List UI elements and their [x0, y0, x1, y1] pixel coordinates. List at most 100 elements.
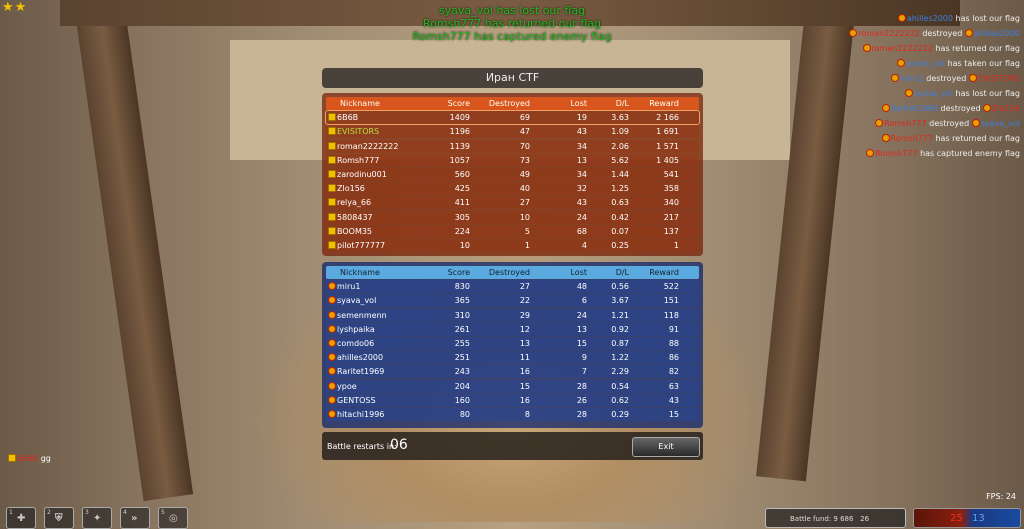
rank-icon — [862, 44, 871, 52]
rank-icon — [328, 395, 336, 404]
column-header[interactable]: D/L — [615, 99, 629, 108]
nickname-cell: zarodinu001 — [326, 168, 426, 181]
dl-ratio-cell: 1.44 — [611, 169, 629, 179]
slot-key: 3 — [85, 509, 89, 516]
nickname-cell: ahilles2000 — [326, 351, 426, 364]
column-header[interactable]: Nickname — [340, 268, 380, 277]
column-header[interactable]: D/L — [615, 268, 629, 277]
score-cell: 261 — [454, 324, 470, 334]
first-aid-icon: ✚ — [17, 513, 26, 524]
column-header[interactable]: Reward — [649, 99, 679, 108]
lost-cell: 34 — [576, 169, 587, 179]
nickname-cell: 5808437 — [326, 211, 426, 224]
nickname: relya_66 — [337, 198, 372, 208]
lost-cell: 15 — [576, 338, 587, 348]
event-text: destroyed — [926, 74, 967, 83]
table-row: lyshpaika 261 12 13 0.92 91 — [326, 322, 699, 336]
column-header[interactable]: Reward — [649, 268, 679, 277]
rank-icon — [328, 127, 336, 136]
reward-cell: 522 — [663, 282, 679, 292]
table-row: roman2222222 1139 70 34 2.06 1 571 — [326, 139, 699, 153]
dl-ratio-cell: 1.25 — [611, 184, 629, 194]
blue-team-table: Nickname Score Destroyed Lost D/L Reward miru1… — [322, 262, 703, 428]
double-damage-icon: ✦ — [93, 513, 102, 524]
column-header[interactable]: Score — [447, 268, 470, 277]
table-row: semenmenn 310 29 24 1.21 118 — [326, 308, 699, 322]
kill-feed-item: syava_vol has taken our flag — [849, 56, 1020, 71]
dl-ratio-cell: 0.07 — [611, 226, 629, 236]
event-text: has returned our flag — [935, 134, 1020, 143]
rank-icon — [328, 184, 336, 193]
lost-cell: 48 — [576, 282, 587, 292]
table-row: ahilles2000 251 11 9 1.22 86 — [326, 351, 699, 365]
player-name: syava_vol — [905, 59, 946, 68]
column-header[interactable]: Destroyed — [488, 268, 530, 277]
red-team-table: Nickname Score Destroyed Lost D/L Reward 6B6B 1… — [322, 93, 703, 256]
column-header[interactable]: Destroyed — [488, 99, 530, 108]
nickname-cell: syava_vol — [326, 294, 426, 307]
player-name: roman2222222 — [871, 44, 933, 53]
score-cell: 305 — [454, 212, 470, 222]
lost-cell: 43 — [576, 127, 587, 137]
dl-ratio-cell: 0.29 — [611, 409, 629, 419]
destroyed-cell: 27 — [519, 282, 530, 292]
supply-slot-2[interactable]: 2 ⛨ — [44, 507, 74, 529]
column-header[interactable]: Lost — [570, 99, 587, 108]
reward-cell: 151 — [663, 296, 679, 306]
lost-cell: 9 — [581, 353, 587, 363]
rank-icon — [8, 454, 16, 462]
center-message: syava_vol has lost our flag — [438, 4, 586, 17]
score-cell: 160 — [454, 395, 470, 405]
destroyed-cell: 49 — [519, 169, 530, 179]
top-beam — [60, 0, 960, 26]
rank-icon — [881, 104, 890, 112]
lost-cell: 6 — [581, 296, 587, 306]
player-name: Zlo156 — [992, 104, 1020, 113]
table-row: EVISITORS 1196 47 43 1.09 1 691 — [326, 125, 699, 139]
reward-cell: 82 — [668, 367, 679, 377]
nickname: hitachi1996 — [337, 409, 385, 419]
column-header[interactable]: Score — [447, 99, 470, 108]
destroyed-cell: 29 — [519, 310, 530, 320]
player-name: syava_vol — [980, 119, 1020, 128]
rank-icon — [328, 240, 336, 249]
supply-slot-3[interactable]: 3 ✦ — [82, 507, 112, 529]
table-row: 5808437 305 10 24 0.42 217 — [326, 210, 699, 224]
kill-feed-item: roman2222222 destroyed ahilles2000 — [849, 26, 1020, 41]
reward-cell: 1 571 — [656, 141, 679, 151]
dl-ratio-cell: 0.25 — [611, 240, 629, 250]
slot-key: 4 — [123, 509, 127, 516]
exit-button[interactable]: Exit — [632, 437, 700, 457]
table-row: Romsh777 1057 73 13 5.62 1 405 — [326, 153, 699, 167]
nickname: ahilles2000 — [337, 353, 384, 363]
score-cell: 310 — [454, 310, 470, 320]
lost-cell: 68 — [576, 226, 587, 236]
event-text: destroyed — [929, 119, 970, 128]
score-cell: 255 — [454, 338, 470, 348]
player-name: Romsh777 — [875, 149, 918, 158]
column-header[interactable]: Nickname — [340, 99, 380, 108]
score-cell: 204 — [454, 381, 470, 391]
nickname: roman2222222 — [337, 141, 399, 151]
table-row: 6B6B 1409 69 19 3.63 2 166 — [325, 110, 700, 126]
score-cell: 1409 — [449, 113, 470, 123]
rank-icon — [328, 324, 336, 333]
event-text: has lost our flag — [955, 14, 1020, 23]
rank-icon — [968, 74, 977, 82]
nickname-cell: Romsh777 — [326, 154, 426, 167]
blue-score: 13 — [972, 513, 985, 524]
destroyed-cell: 11 — [519, 353, 530, 363]
table-row: syava_vol 365 22 6 3.67 151 — [326, 294, 699, 308]
supply-slot-1[interactable]: 1 ✚ — [6, 507, 36, 529]
nickname-cell: miru1 — [326, 280, 426, 293]
destroyed-cell: 15 — [519, 381, 530, 391]
lost-cell: 4 — [581, 240, 587, 250]
supply-slot-5[interactable]: 5 ◎ — [158, 507, 188, 529]
battle-title: Иран CTF — [322, 68, 703, 88]
player-name: ahilles2000 — [906, 14, 953, 23]
supply-slot-4[interactable]: 4» — [120, 507, 150, 529]
column-header[interactable]: Lost — [570, 268, 587, 277]
reward-cell: 1 — [673, 240, 679, 250]
score-cell: 425 — [454, 184, 470, 194]
player-name: Romsh777 — [890, 134, 933, 143]
